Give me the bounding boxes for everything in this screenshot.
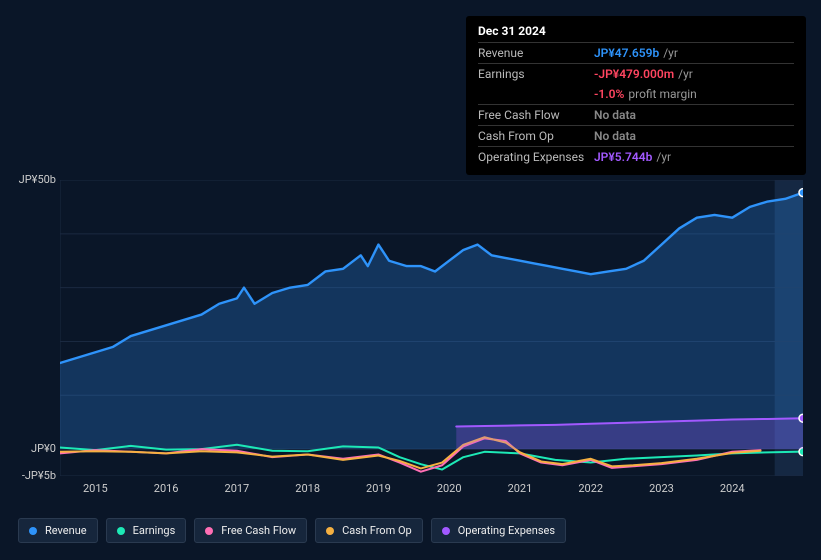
x-axis-label: 2019	[353, 482, 403, 495]
y-axis-label: JP¥0	[18, 442, 56, 455]
legend-label: Operating Expenses	[458, 524, 555, 537]
tooltip-rows: RevenueJP¥47.659b/yrEarnings-JP¥479.000m…	[478, 42, 794, 167]
legend-item[interactable]: Operating Expenses	[431, 518, 566, 543]
legend-item[interactable]: Earnings	[106, 518, 187, 543]
y-axis-label: JP¥50b	[18, 173, 56, 186]
tooltip-row-label	[478, 87, 594, 101]
tooltip-row-value: -1.0%profit margin	[594, 87, 794, 101]
tooltip-row: Cash From OpNo data	[478, 125, 794, 146]
legend-label: Cash From Op	[342, 524, 412, 537]
legend-label: Revenue	[45, 524, 87, 537]
tooltip-row-value: JP¥47.659b/yr	[594, 46, 794, 60]
y-axis-label: -JP¥5b	[18, 469, 56, 482]
chart-plot[interactable]	[60, 180, 803, 476]
legend-item[interactable]: Revenue	[18, 518, 98, 543]
x-axis-label: 2017	[212, 482, 262, 495]
tooltip-row: Earnings-JP¥479.000m/yr	[478, 63, 794, 84]
legend-item[interactable]: Cash From Op	[315, 518, 423, 543]
x-axis-label: 2020	[424, 482, 474, 495]
legend-label: Free Cash Flow	[221, 524, 296, 537]
tooltip-row-label: Revenue	[478, 46, 594, 60]
tooltip-row-label: Free Cash Flow	[478, 108, 594, 122]
financials-chart[interactable]: JP¥50bJP¥0-JP¥5b 20152016201720182019202…	[18, 160, 803, 480]
tooltip-row-label: Earnings	[478, 67, 594, 81]
tooltip-title: Dec 31 2024	[478, 24, 794, 38]
x-axis-label: 2023	[636, 482, 686, 495]
chart-legend: Revenue Earnings Free Cash Flow Cash From O…	[18, 518, 566, 543]
legend-label: Earnings	[133, 524, 176, 537]
x-axis-label: 2018	[283, 482, 333, 495]
tooltip-row-value: No data	[594, 129, 794, 143]
x-axis-label: 2024	[707, 482, 757, 495]
x-axis-label: 2022	[566, 482, 616, 495]
x-axis-label: 2015	[70, 482, 120, 495]
tooltip-row: RevenueJP¥47.659b/yr	[478, 42, 794, 63]
tooltip-row: -1.0%profit margin	[478, 84, 794, 104]
legend-swatch	[29, 527, 37, 535]
legend-swatch	[326, 527, 334, 535]
legend-swatch	[205, 527, 213, 535]
tooltip-row-value: -JP¥479.000m/yr	[594, 67, 794, 81]
x-axis-label: 2021	[495, 482, 545, 495]
x-axis-label: 2016	[141, 482, 191, 495]
chart-tooltip: Dec 31 2024 RevenueJP¥47.659b/yrEarnings…	[466, 16, 806, 175]
tooltip-row: Free Cash FlowNo data	[478, 104, 794, 125]
legend-item[interactable]: Free Cash Flow	[194, 518, 307, 543]
legend-swatch	[117, 527, 125, 535]
tooltip-row-label: Cash From Op	[478, 129, 594, 143]
tooltip-row-value: No data	[594, 108, 794, 122]
legend-swatch	[442, 527, 450, 535]
